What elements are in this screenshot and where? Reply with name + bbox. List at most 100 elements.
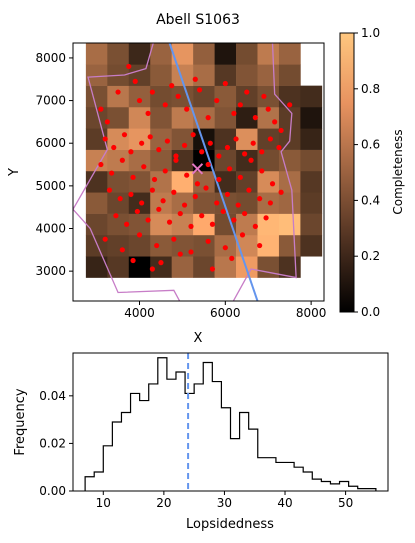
galaxy-point <box>139 200 145 206</box>
heatmap-cell <box>193 43 215 65</box>
galaxy-point <box>224 144 231 151</box>
heatmap-cell <box>278 64 301 86</box>
galaxy-point <box>261 93 267 99</box>
galaxy-point <box>156 147 162 153</box>
heatmap-cell <box>278 43 301 65</box>
galaxy-point <box>169 83 175 89</box>
histogram-step <box>84 357 377 491</box>
galaxy-point <box>126 63 132 70</box>
heatmap-cell <box>257 149 280 172</box>
heatmap-cell <box>257 64 280 86</box>
colorbar: 0.0 0.2 0.4 0.6 0.8 1.0 Completeness <box>339 26 405 319</box>
heatmap-cell <box>150 106 172 129</box>
galaxy-point <box>227 166 233 172</box>
galaxy-point <box>237 102 243 108</box>
y-tick-label: 0.00 <box>39 484 66 498</box>
heatmap-cell <box>150 192 172 214</box>
heatmap-cell <box>193 85 215 108</box>
galaxy-point <box>141 164 147 170</box>
heatmap-cell <box>107 234 130 257</box>
y-tick-label: 5000 <box>35 179 66 193</box>
heatmap-cell <box>85 43 108 44</box>
heatmap-cell <box>193 213 215 236</box>
heatmap-cell <box>171 106 194 129</box>
galaxy-point <box>173 157 179 163</box>
galaxy-point <box>259 168 265 174</box>
galaxy-point <box>102 136 108 142</box>
heatmap-cell <box>214 85 237 108</box>
heatmap-cell <box>107 128 130 150</box>
heatmap-cell <box>193 170 215 193</box>
galaxy-point <box>113 213 119 219</box>
galaxy-point <box>158 260 164 266</box>
y-tick-label: 4000 <box>35 222 66 236</box>
galaxy-point <box>205 161 211 168</box>
galaxy-point <box>259 149 265 155</box>
heatmap-cell <box>257 43 280 44</box>
x-tick-label: 8000 <box>296 306 327 320</box>
galaxy-point <box>149 89 155 95</box>
galaxy-point <box>130 257 136 264</box>
heatmap-cell <box>214 213 237 236</box>
galaxy-point <box>139 140 145 146</box>
galaxy-point <box>209 266 216 272</box>
y-tick-label: 0.04 <box>39 389 66 403</box>
galaxy-point <box>267 136 273 142</box>
galaxy-point <box>222 80 228 87</box>
histogram-frame <box>72 352 389 492</box>
x-tick-label: 30 <box>217 496 232 510</box>
heatmap-cell <box>278 234 301 257</box>
y-tick-label: 6000 <box>35 136 66 150</box>
heatmap-cell <box>236 43 258 65</box>
heatmap-cell <box>85 106 108 129</box>
galaxy-point <box>98 106 104 112</box>
heatmap-cell <box>257 213 280 236</box>
heatmap-cell <box>107 43 130 65</box>
heatmap-cell <box>107 149 130 172</box>
colorbar-gradient <box>339 32 355 313</box>
heatmap-cell <box>85 43 108 65</box>
galaxy-point <box>184 106 190 112</box>
galaxy-point <box>171 236 177 242</box>
heatmap-cell <box>128 234 151 257</box>
heatmap-cell <box>236 213 258 236</box>
galaxy-point <box>145 110 151 116</box>
galaxy-point <box>233 136 239 142</box>
x-tick-label: 4000 <box>124 306 155 320</box>
heatmap-cell <box>128 85 151 108</box>
heatmap-cell <box>150 85 172 108</box>
galaxy-point <box>128 191 134 197</box>
histogram-y-label: Frequency <box>13 388 28 455</box>
heatmap-cell <box>150 170 172 193</box>
galaxy-point <box>244 89 250 95</box>
heatmap-cell <box>214 43 237 65</box>
colorbar-tick-label: 1.0 <box>361 26 380 40</box>
y-tick-label: 7000 <box>35 94 66 108</box>
heatmap-cell <box>300 170 323 193</box>
galaxy-point <box>278 127 284 134</box>
heatmap-cell <box>85 234 108 257</box>
galaxy-point <box>181 202 188 208</box>
galaxy-point <box>132 78 138 84</box>
galaxy-point <box>164 138 170 144</box>
x-tick-label: 50 <box>338 496 353 510</box>
heatmap-cell <box>214 149 237 172</box>
heatmap-cell <box>257 170 280 193</box>
heatmap-cell <box>85 213 108 236</box>
galaxy-point <box>252 223 258 229</box>
heatmap-cell <box>236 106 258 129</box>
histogram-x-label: Lopsidedness <box>186 517 274 532</box>
galaxy-point <box>209 221 216 227</box>
heatmap-cell <box>214 106 237 129</box>
footprint-outline <box>73 43 297 301</box>
galaxy-point <box>119 157 125 163</box>
galaxy-point <box>199 149 205 155</box>
galaxy-point <box>147 134 153 140</box>
galaxy-point <box>269 181 276 187</box>
galaxy-point <box>194 181 201 187</box>
galaxy-point <box>151 176 158 183</box>
galaxy-point <box>265 106 271 112</box>
galaxy-point <box>171 189 177 195</box>
galaxy-point <box>188 223 194 229</box>
galaxy-point <box>199 213 205 219</box>
